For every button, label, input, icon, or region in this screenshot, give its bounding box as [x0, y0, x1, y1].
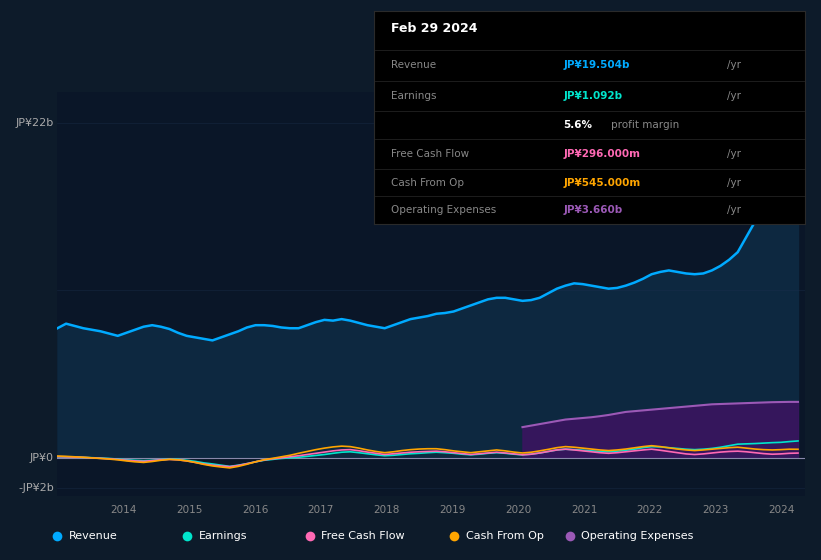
Text: 2018: 2018 [374, 505, 400, 515]
Text: Cash From Op: Cash From Op [466, 531, 544, 541]
Text: JP¥19.504b: JP¥19.504b [563, 60, 630, 71]
Text: Free Cash Flow: Free Cash Flow [391, 149, 469, 159]
Text: /yr: /yr [727, 178, 741, 188]
Text: 2017: 2017 [308, 505, 334, 515]
Text: Cash From Op: Cash From Op [391, 178, 464, 188]
Text: 2020: 2020 [505, 505, 531, 515]
Text: 2019: 2019 [439, 505, 466, 515]
Text: 2015: 2015 [176, 505, 202, 515]
Text: 2022: 2022 [637, 505, 663, 515]
Text: /yr: /yr [727, 91, 741, 101]
Text: 5.6%: 5.6% [563, 120, 592, 130]
Text: 2014: 2014 [110, 505, 136, 515]
Text: JP¥3.660b: JP¥3.660b [563, 205, 622, 215]
Text: Operating Expenses: Operating Expenses [581, 531, 694, 541]
Text: JP¥545.000m: JP¥545.000m [563, 178, 640, 188]
Text: Earnings: Earnings [391, 91, 436, 101]
Text: /yr: /yr [727, 149, 741, 159]
Text: Feb 29 2024: Feb 29 2024 [391, 22, 477, 35]
Text: JP¥296.000m: JP¥296.000m [563, 149, 640, 159]
Text: Revenue: Revenue [391, 60, 436, 71]
Text: -JP¥2b: -JP¥2b [18, 483, 53, 493]
Text: Revenue: Revenue [68, 531, 117, 541]
Text: JP¥1.092b: JP¥1.092b [563, 91, 622, 101]
Text: /yr: /yr [727, 60, 741, 71]
Text: profit margin: profit margin [611, 120, 679, 130]
Text: Earnings: Earnings [199, 531, 247, 541]
Text: 2016: 2016 [241, 505, 268, 515]
Text: JP¥0: JP¥0 [30, 452, 53, 463]
Text: 2021: 2021 [571, 505, 597, 515]
Text: Operating Expenses: Operating Expenses [391, 205, 496, 215]
Text: JP¥22b: JP¥22b [16, 118, 53, 128]
Text: 2024: 2024 [768, 505, 795, 515]
Text: /yr: /yr [727, 205, 741, 215]
Text: 2023: 2023 [703, 505, 729, 515]
Text: Free Cash Flow: Free Cash Flow [321, 531, 405, 541]
